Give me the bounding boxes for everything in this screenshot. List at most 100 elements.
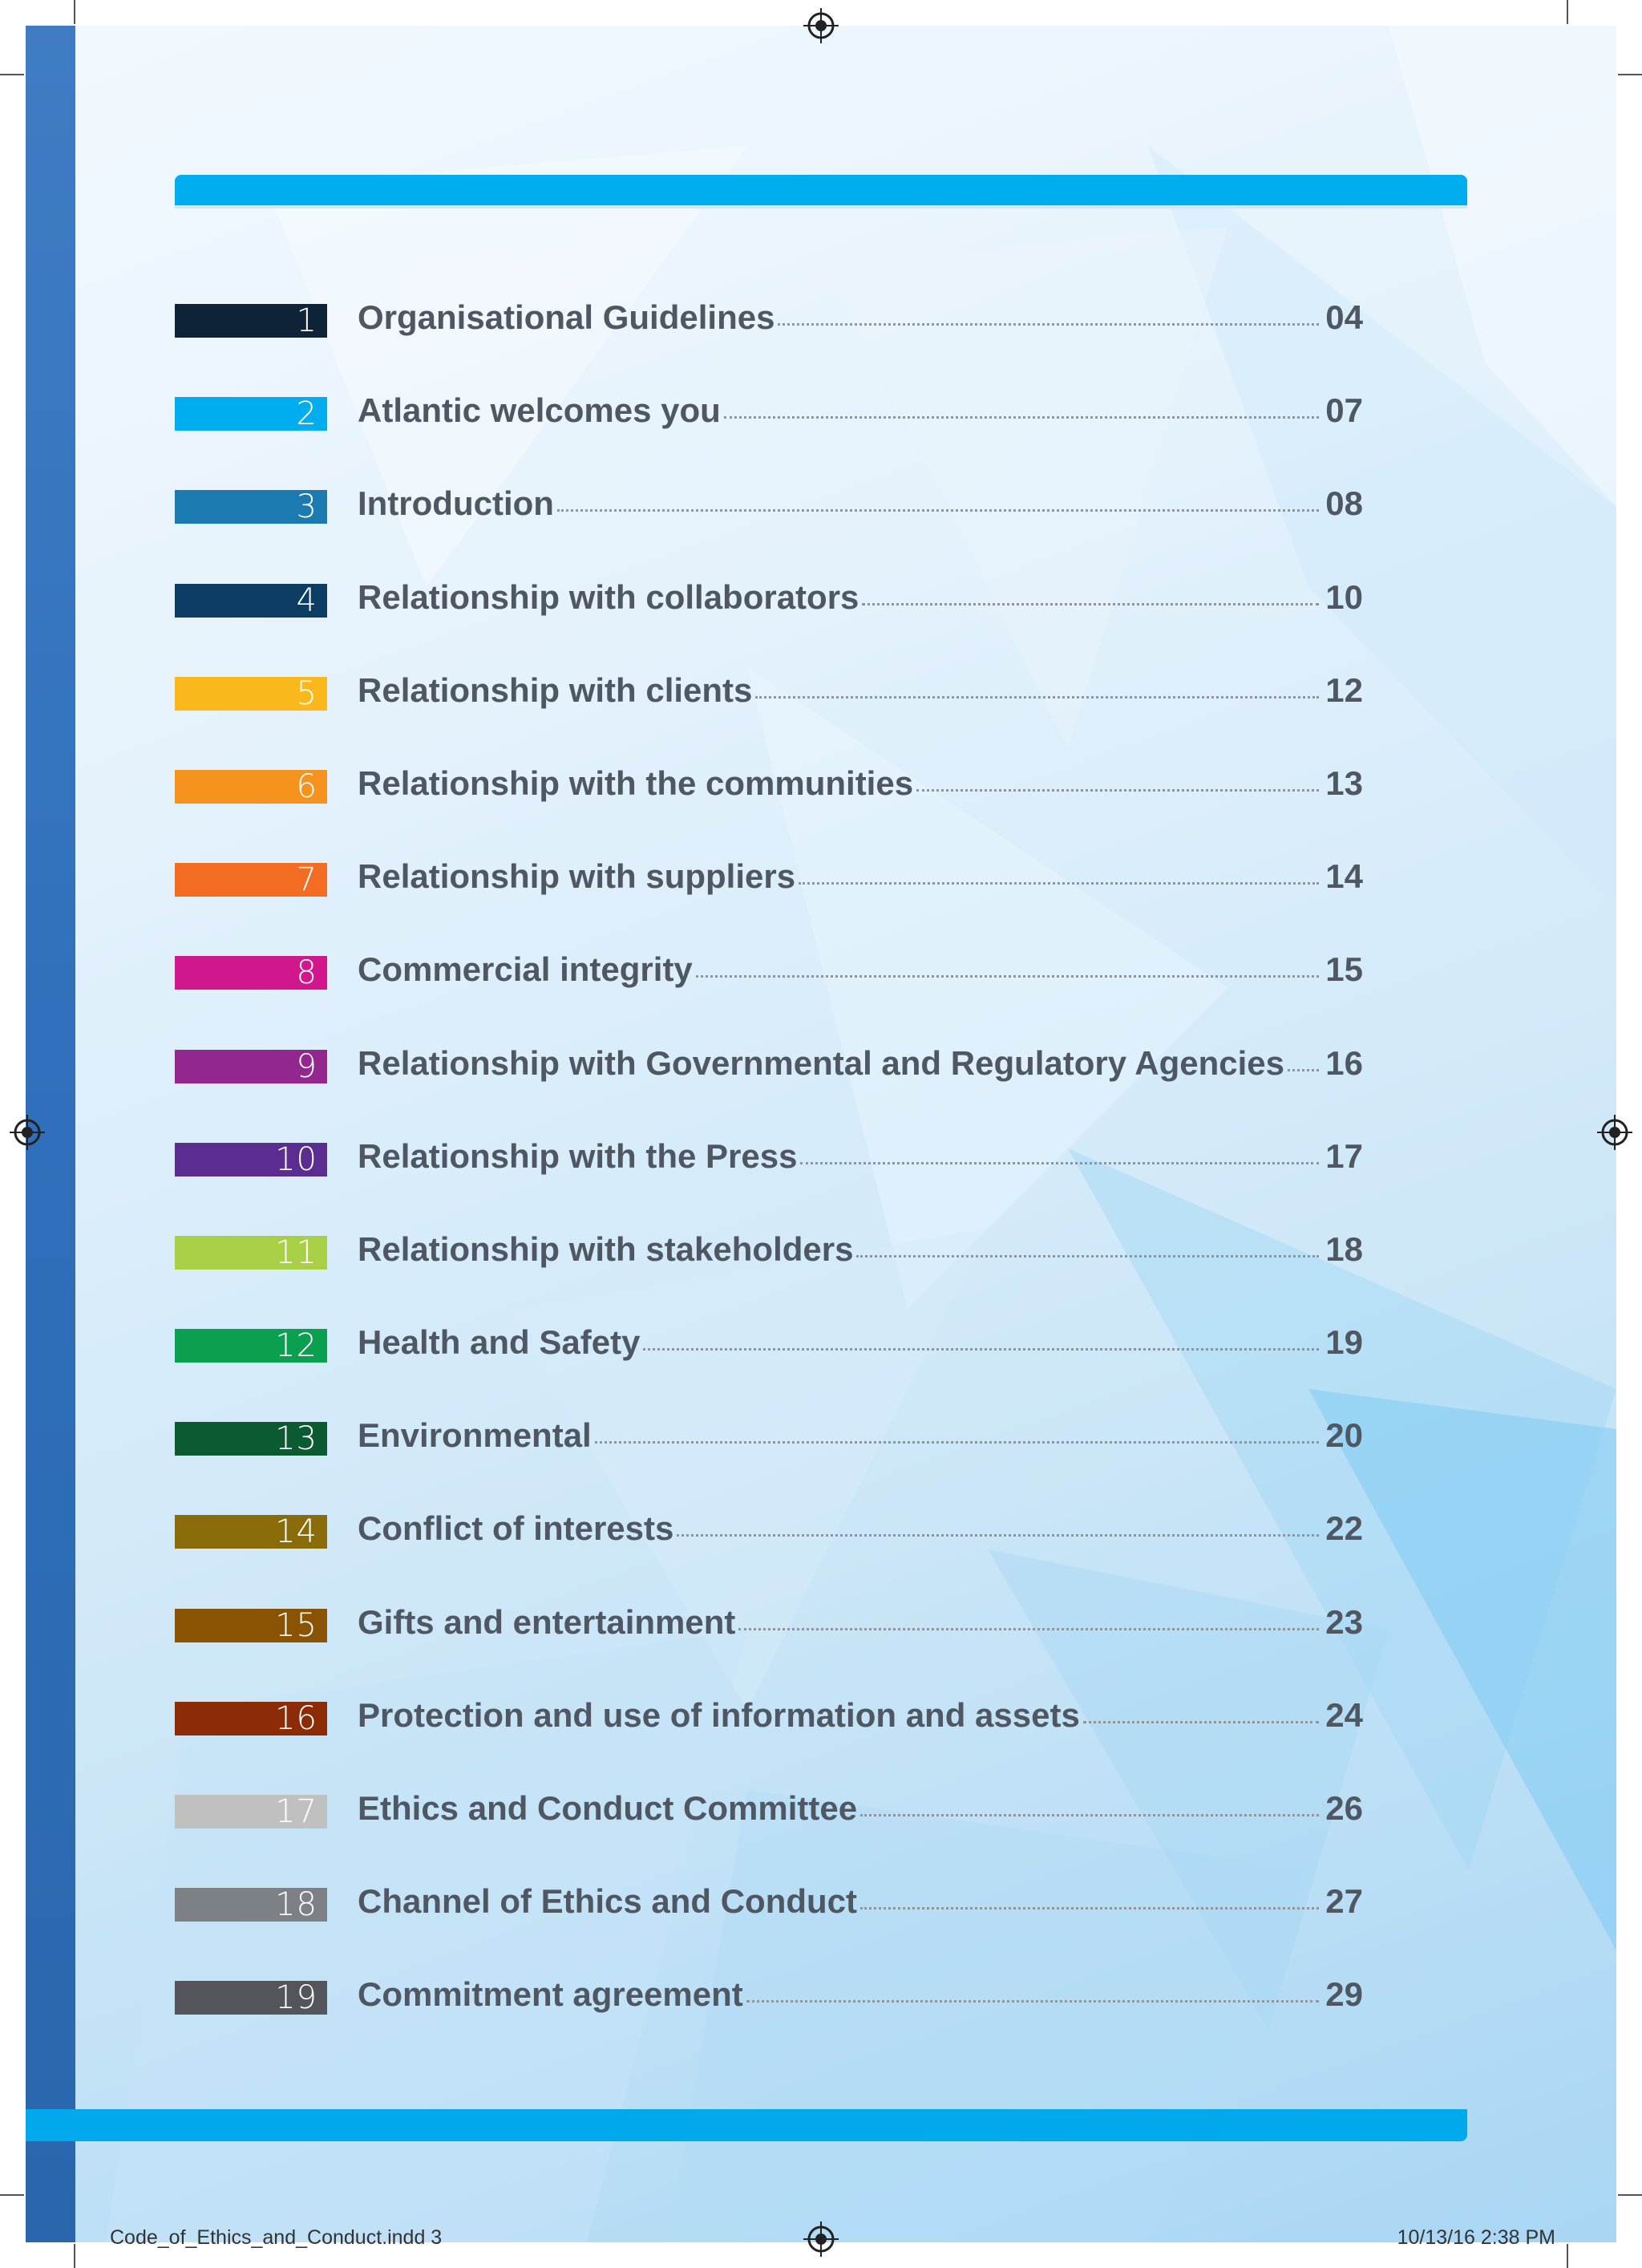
footer-datetime: 10/13/16 2:38 PM xyxy=(1397,2226,1555,2249)
section-number-badge: 10 xyxy=(175,1142,327,1177)
page-number: 08 xyxy=(1325,484,1363,523)
section-number-badge: 1 xyxy=(175,304,327,338)
section-number-badge: 12 xyxy=(175,1329,327,1363)
section-number-badge: 6 xyxy=(175,769,327,804)
toc-row[interactable]: 10 Relationship with the Press 17 xyxy=(175,1128,1363,1221)
toc-row[interactable]: 18 Channel of Ethics and Conduct 27 xyxy=(175,1873,1363,1966)
toc-entry: Relationship with Governmental and Regul… xyxy=(358,1044,1363,1089)
toc-row[interactable]: 6 Relationship with the communities 13 xyxy=(175,755,1363,848)
section-title: Relationship with stakeholders xyxy=(358,1229,854,1268)
toc-row[interactable]: 8 Commercial integrity 15 xyxy=(175,941,1363,1034)
dot-leader xyxy=(755,695,1320,699)
section-number-badge: 8 xyxy=(175,956,327,990)
page-number: 23 xyxy=(1325,1602,1363,1641)
page-number: 27 xyxy=(1325,1882,1363,1921)
toc-row[interactable]: 19 Commitment agreement 29 xyxy=(175,1966,1363,2059)
toc-row[interactable]: 16 Protection and use of information and … xyxy=(175,1687,1363,1780)
toc-row[interactable]: 2 Atlantic welcomes you 07 xyxy=(175,382,1363,475)
toc-entry: Ethics and Conduct Committee 26 xyxy=(358,1789,1363,1834)
section-number-badge: 7 xyxy=(175,863,327,897)
section-title: Relationship with clients xyxy=(358,670,753,709)
section-number-badge: 9 xyxy=(175,1049,327,1083)
section-title: Gifts and entertainment xyxy=(358,1602,736,1641)
section-number-badge: 5 xyxy=(175,676,327,711)
page-number: 13 xyxy=(1325,763,1363,802)
dot-leader xyxy=(1082,1720,1320,1723)
dot-leader xyxy=(695,974,1320,978)
section-number-badge: 14 xyxy=(175,1515,327,1549)
crop-mark xyxy=(1567,0,1568,24)
toc-row[interactable]: 1 Organisational Guidelines 04 xyxy=(175,289,1363,382)
toc-row[interactable]: 11 Relationship with stakeholders 18 xyxy=(175,1221,1363,1314)
toc-row[interactable]: 13 Environmental 20 xyxy=(175,1407,1363,1500)
toc-entry: Protection and use of information and as… xyxy=(358,1696,1363,1741)
crop-mark xyxy=(1618,2194,1642,2196)
section-number-badge: 3 xyxy=(175,490,327,524)
section-title: Environmental xyxy=(358,1416,592,1455)
registration-mark-icon xyxy=(803,2221,839,2257)
section-title: Relationship with collaborators xyxy=(358,577,859,616)
crop-mark xyxy=(74,0,75,24)
toc-entry: Relationship with stakeholders 18 xyxy=(358,1230,1363,1275)
section-number-badge: 19 xyxy=(175,1981,327,2015)
page-number: 15 xyxy=(1325,950,1363,989)
toc-row[interactable]: 4 Relationship with collaborators 10 xyxy=(175,569,1363,662)
page-number: 24 xyxy=(1325,1695,1363,1734)
page-number: 10 xyxy=(1325,577,1363,616)
dot-leader xyxy=(800,1161,1320,1164)
dot-leader xyxy=(594,1440,1320,1444)
toc-row[interactable]: 3 Introduction 08 xyxy=(175,475,1363,568)
section-title: Introduction xyxy=(358,484,554,523)
toc-entry: Relationship with the communities 13 xyxy=(358,764,1363,809)
page-background xyxy=(26,26,1616,2242)
toc-row[interactable]: 12 Health and Safety 19 xyxy=(175,1314,1363,1407)
toc-row[interactable]: 9 Relationship with Governmental and Regu… xyxy=(175,1035,1363,1128)
page-number: 07 xyxy=(1325,391,1363,430)
section-title: Relationship with Governmental and Regul… xyxy=(358,1043,1284,1082)
toc-entry: Conflict of interests 22 xyxy=(358,1509,1363,1554)
dot-leader xyxy=(738,1627,1320,1630)
toc-row[interactable]: 17 Ethics and Conduct Committee 26 xyxy=(175,1780,1363,1873)
section-number-badge: 15 xyxy=(175,1608,327,1642)
dot-leader xyxy=(860,1813,1320,1816)
toc-entry: Relationship with suppliers 14 xyxy=(358,857,1363,902)
dot-leader xyxy=(778,322,1320,326)
toc-entry: Gifts and entertainment 23 xyxy=(358,1603,1363,1648)
toc-entry: Commitment agreement 29 xyxy=(358,1975,1363,2020)
section-title: Conflict of interests xyxy=(358,1509,674,1548)
crop-mark xyxy=(1618,74,1642,75)
page-number: 17 xyxy=(1325,1136,1363,1175)
section-number-badge: 4 xyxy=(175,583,327,618)
toc-entry: Commercial integrity 15 xyxy=(358,950,1363,995)
crop-mark xyxy=(0,2194,24,2196)
registration-mark-icon xyxy=(10,1115,45,1150)
registration-mark-icon xyxy=(803,8,839,43)
section-title: Commitment agreement xyxy=(358,1975,743,2014)
dot-leader xyxy=(643,1347,1320,1351)
section-number-badge: 11 xyxy=(175,1235,327,1270)
dot-leader xyxy=(862,602,1320,605)
crop-mark xyxy=(74,2244,75,2268)
toc-row[interactable]: 15 Gifts and entertainment 23 xyxy=(175,1594,1363,1687)
page-number: 12 xyxy=(1325,670,1363,709)
toc-row[interactable]: 7 Relationship with suppliers 14 xyxy=(175,848,1363,941)
section-title: Organisational Guidelines xyxy=(358,298,775,336)
section-number-badge: 2 xyxy=(175,397,327,431)
dot-leader xyxy=(723,415,1320,419)
registration-mark-icon xyxy=(1597,1115,1632,1150)
page-number: 19 xyxy=(1325,1323,1363,1362)
toc-entry: Relationship with collaborators 10 xyxy=(358,578,1363,623)
toc-entry: Introduction 08 xyxy=(358,484,1363,529)
toc-entry: Organisational Guidelines 04 xyxy=(358,298,1363,343)
toc-entry: Atlantic welcomes you 07 xyxy=(358,391,1363,436)
section-title: Relationship with suppliers xyxy=(358,857,796,896)
page-number: 20 xyxy=(1325,1416,1363,1455)
section-title: Channel of Ethics and Conduct xyxy=(358,1882,858,1921)
section-number-badge: 16 xyxy=(175,1701,327,1735)
section-title: Atlantic welcomes you xyxy=(358,391,721,430)
toc-row[interactable]: 14 Conflict of interests 22 xyxy=(175,1500,1363,1593)
page-number: 14 xyxy=(1325,857,1363,896)
toc-row[interactable]: 5 Relationship with clients 12 xyxy=(175,662,1363,755)
section-title: Relationship with the Press xyxy=(358,1136,798,1175)
page-number: 04 xyxy=(1325,298,1363,336)
